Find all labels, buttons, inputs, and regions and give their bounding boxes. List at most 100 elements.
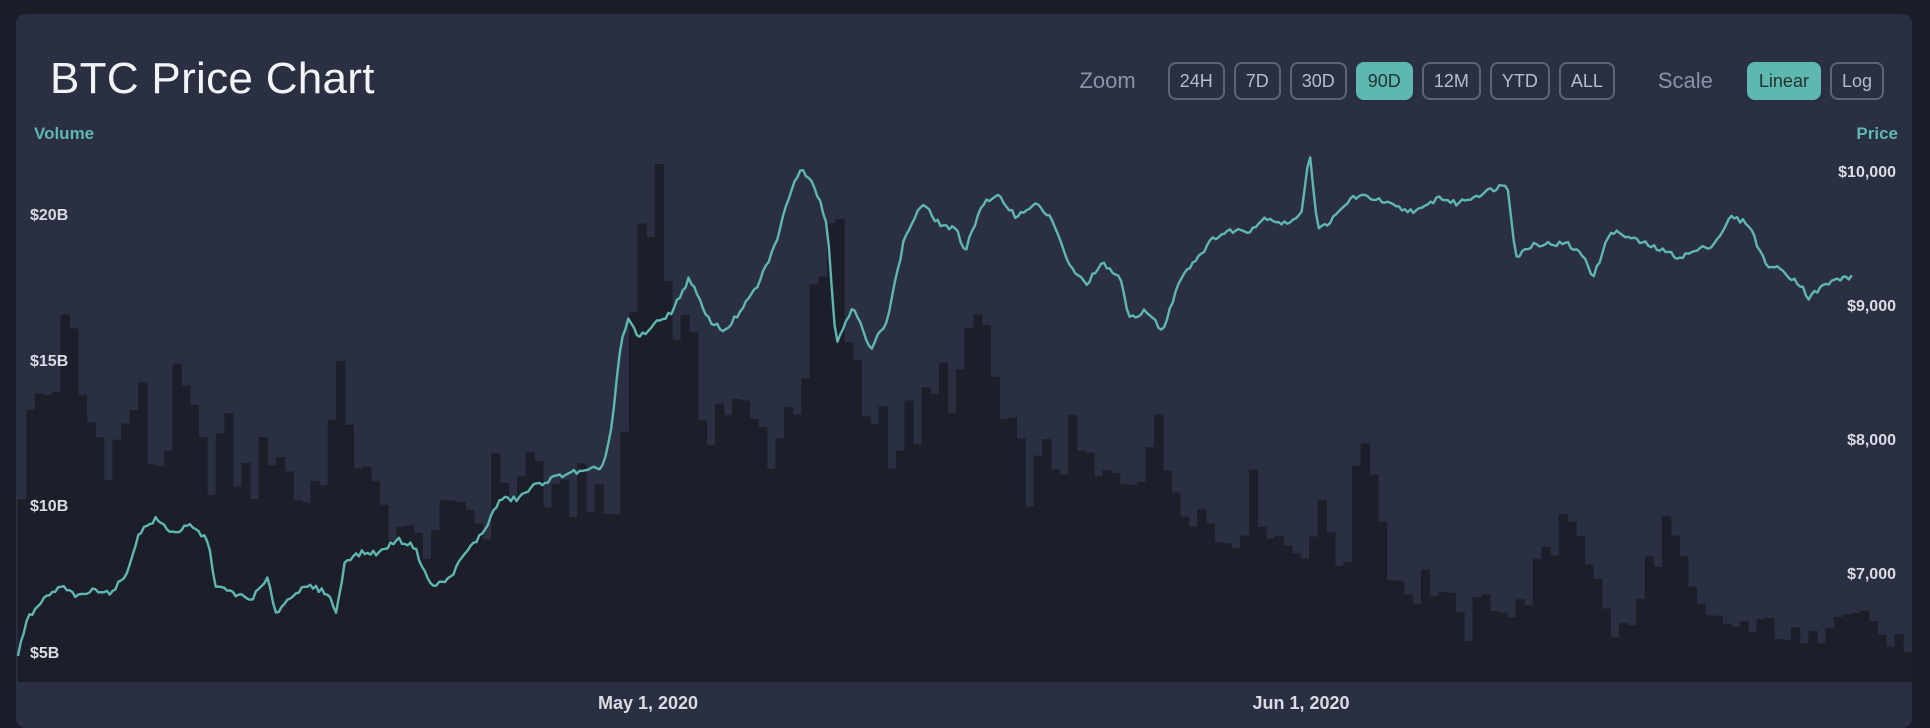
volume-bar — [585, 511, 596, 682]
volume-bar — [1420, 569, 1431, 682]
volume-bar — [870, 424, 880, 682]
volume-bar — [95, 437, 105, 682]
volume-bar — [654, 164, 664, 682]
volume-bar — [1515, 599, 1525, 682]
volume-bar — [34, 393, 45, 682]
volume-bar — [1541, 546, 1551, 682]
volume-bar — [990, 376, 1000, 682]
volume-bar — [775, 438, 785, 682]
volume-bar — [1429, 596, 1439, 682]
volume-bar — [826, 223, 837, 683]
volume-bar — [1808, 630, 1818, 682]
volume-bar — [1395, 580, 1405, 682]
volume-bar — [534, 461, 544, 682]
scale-linear-button[interactable]: Linear — [1746, 62, 1821, 100]
volume-bar — [1610, 637, 1620, 682]
volume-bar — [1550, 555, 1560, 682]
volume-bar — [1455, 612, 1465, 682]
volume-bar — [1119, 484, 1129, 682]
volume-bar — [1360, 443, 1370, 682]
volume-bar — [250, 498, 260, 682]
volume-bar — [1817, 643, 1827, 682]
volume-bar — [1076, 450, 1086, 682]
volume-bar — [1748, 632, 1758, 682]
volume-bar — [671, 339, 682, 682]
volume-bar — [844, 342, 854, 682]
volume-bar — [1739, 620, 1749, 682]
volume-bar — [1722, 623, 1732, 682]
volume-bar — [818, 276, 828, 682]
volume-bar — [1842, 614, 1853, 682]
volume-bar — [1627, 625, 1637, 682]
volume-bar — [611, 514, 621, 682]
volume-bar — [1050, 469, 1060, 682]
volume-bar — [887, 468, 897, 682]
volume-bar — [1317, 499, 1327, 682]
volume-bar — [241, 462, 251, 682]
volume-tick-10b: $10B — [30, 498, 68, 515]
volume-bar — [878, 406, 888, 682]
volume-bar — [740, 400, 751, 682]
volume-bar — [904, 400, 914, 682]
price-tick-10000: $10,000 — [1838, 164, 1896, 181]
volume-bar — [766, 468, 776, 682]
zoom-12m-button[interactable]: 12M — [1421, 62, 1481, 100]
volume-bar — [913, 444, 923, 682]
volume-bar — [895, 450, 906, 682]
volume-bar — [956, 369, 966, 682]
volume-bar — [1171, 492, 1181, 682]
chart-controls: Zoom 24H 7D 30D 90D 12M YTD ALL Scale Li… — [1079, 60, 1884, 102]
volume-bar — [1033, 455, 1043, 682]
volume-bar — [1662, 516, 1672, 682]
volume-bar — [1773, 639, 1784, 682]
volume-bar — [1584, 564, 1594, 682]
volume-tick-15b: $15B — [30, 353, 68, 370]
volume-bar — [697, 420, 708, 682]
volume-bar — [1644, 556, 1655, 682]
volume-bar — [362, 466, 372, 682]
zoom-ytd-button[interactable]: YTD — [1489, 62, 1550, 100]
zoom-90d-button[interactable]: 90D — [1355, 62, 1413, 100]
volume-bar — [1507, 617, 1517, 682]
zoom-all-button[interactable]: ALL — [1558, 62, 1615, 100]
volume-bar — [1782, 639, 1792, 682]
volume-bar — [473, 523, 484, 682]
volume-bar — [1464, 641, 1474, 682]
zoom-30d-button[interactable]: 30D — [1289, 62, 1347, 100]
volume-bar — [207, 494, 217, 682]
volume-bar — [1068, 415, 1078, 682]
volume-bar — [1412, 603, 1422, 682]
volume-bar — [1266, 538, 1276, 682]
volume-bar — [508, 496, 518, 682]
volume-bar — [560, 479, 570, 682]
volume-bar — [1791, 627, 1801, 682]
zoom-7d-button[interactable]: 7D — [1233, 62, 1281, 100]
x-tick-may-1: May 1, 2020 — [598, 693, 698, 713]
zoom-24h-button[interactable]: 24H — [1167, 62, 1225, 100]
volume-bar — [1154, 414, 1164, 682]
chart-card: BTC Price Chart Zoom 24H 7D 30D 90D 12M … — [16, 14, 1912, 728]
price-tick-9000: $9,000 — [1847, 298, 1896, 315]
volume-bar — [628, 312, 639, 682]
volume-bar — [336, 361, 346, 682]
volume-bar — [86, 422, 96, 682]
scale-log-button[interactable]: Log — [1829, 62, 1884, 100]
volume-bar — [603, 513, 613, 682]
volume-bar — [1179, 516, 1190, 682]
volume-bar — [577, 463, 587, 682]
volume-bar — [1145, 447, 1155, 682]
volume-tick-5b: $5B — [30, 645, 59, 662]
volume-bar — [1059, 474, 1069, 682]
volume-bar — [482, 539, 492, 682]
volume-bar — [1877, 634, 1887, 682]
volume-bar — [1024, 506, 1035, 682]
volume-bar — [121, 423, 131, 682]
volume-bar — [1085, 452, 1095, 682]
chart-plot-area[interactable]: $20B $15B $10B $5B $10,000 $9,000 $8,000… — [16, 14, 1912, 728]
volume-bar — [852, 359, 862, 682]
volume-bar — [284, 471, 294, 682]
volume-bar — [1326, 532, 1336, 682]
volume-bar — [293, 500, 303, 682]
volume-bar — [809, 284, 819, 682]
volume-bar — [69, 328, 79, 682]
